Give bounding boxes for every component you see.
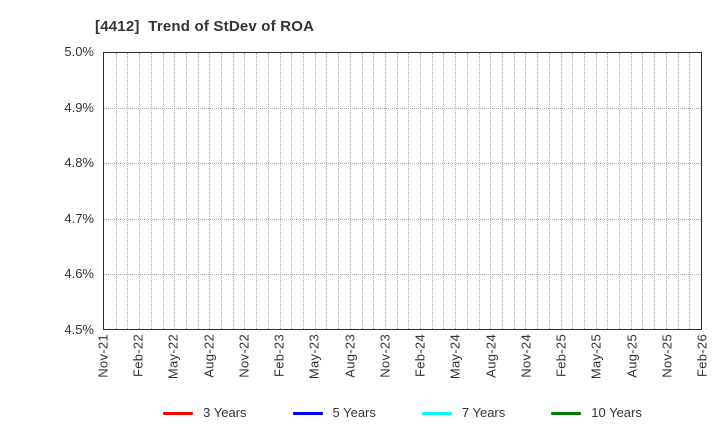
vertical-gridline (127, 53, 129, 329)
x-tick-label: May-25 (588, 334, 604, 380)
vertical-gridline (630, 53, 632, 329)
vertical-gridline (279, 53, 281, 329)
vertical-gridline (338, 53, 340, 329)
chart-title: [4412] Trend of StDev of ROA (95, 18, 315, 35)
y-tick-label: 4.7% (64, 210, 94, 226)
vertical-gridline (525, 53, 527, 329)
vertical-gridline (162, 53, 164, 329)
vertical-gridline (209, 53, 211, 329)
legend-item: 10 Years (551, 404, 642, 422)
legend-item: 5 Years (292, 404, 376, 422)
horizontal-gridline (104, 273, 701, 275)
legend-line-swatch (163, 411, 194, 415)
y-tick-label: 4.5% (64, 322, 94, 337)
vertical-gridline (373, 53, 375, 329)
vertical-gridline (466, 53, 468, 329)
vertical-gridline (560, 53, 562, 329)
x-tick-label: Nov-23 (377, 334, 393, 378)
x-tick-label: Nov-24 (518, 334, 534, 378)
x-tick-label: Nov-22 (236, 334, 252, 378)
x-tick-label: Feb-22 (130, 334, 146, 377)
legend-item: 7 Years (421, 404, 506, 422)
vertical-gridline (595, 53, 597, 329)
vertical-gridline (197, 53, 199, 329)
x-tick-label: Aug-23 (342, 334, 358, 378)
plot-area (103, 52, 702, 330)
vertical-gridline (665, 53, 667, 329)
vertical-gridline (326, 53, 328, 329)
vertical-gridline (221, 53, 223, 329)
vertical-gridline (232, 53, 234, 329)
y-tick-label: 4.8% (64, 155, 94, 171)
vertical-gridline (314, 53, 316, 329)
vertical-gridline (548, 53, 550, 329)
legend-line-swatch (421, 411, 452, 415)
vertical-gridline (642, 53, 644, 329)
legend-label: 5 Years (332, 405, 376, 420)
vertical-gridline (361, 53, 363, 329)
x-tick-label: May-23 (306, 334, 322, 380)
vertical-gridline (115, 53, 117, 329)
legend-line-swatch (292, 411, 323, 415)
vertical-gridline (174, 53, 176, 329)
vertical-gridline (572, 53, 574, 329)
vertical-gridline (443, 53, 445, 329)
x-tick-label: Aug-24 (483, 334, 499, 378)
vertical-gridline (256, 53, 258, 329)
vertical-gridline (349, 53, 351, 329)
vertical-gridline (139, 53, 141, 329)
vertical-gridline (244, 53, 246, 329)
vertical-gridline (408, 53, 410, 329)
legend-label: 3 Years (203, 405, 247, 420)
vertical-gridline (677, 53, 679, 329)
vertical-gridline (689, 53, 691, 329)
vertical-gridline (513, 53, 515, 329)
vertical-gridline (291, 53, 293, 329)
y-tick-label: 4.9% (64, 99, 94, 115)
horizontal-gridline (104, 218, 701, 220)
vertical-gridline (502, 53, 503, 329)
vertical-gridline (420, 53, 422, 329)
vertical-gridline (396, 53, 398, 329)
x-tick-label: Nov-21 (95, 334, 111, 378)
x-tick-label: May-24 (447, 334, 463, 380)
vertical-gridline (303, 53, 304, 329)
legend-item: 3 Years (163, 404, 247, 422)
y-tick-label: 4.6% (64, 266, 94, 282)
x-tick-label: Feb-26 (694, 334, 710, 377)
x-tick-label: Feb-23 (271, 334, 287, 377)
vertical-gridline (537, 53, 539, 329)
vertical-gridline (150, 53, 152, 329)
vertical-gridline (490, 53, 492, 329)
legend-label: 10 Years (591, 405, 642, 420)
x-tick-label: May-22 (165, 334, 181, 380)
x-tick-label: Nov-25 (659, 334, 675, 378)
x-tick-label: Aug-25 (624, 334, 640, 378)
vertical-gridline (607, 53, 609, 329)
vertical-gridline (185, 53, 187, 329)
horizontal-gridline (104, 163, 701, 165)
y-tick-label: 5.0% (64, 44, 94, 59)
vertical-gridline (455, 53, 457, 329)
legend: 3 Years 5 Years 7 Years 10 Years (103, 404, 702, 422)
x-tick-label: Aug-22 (201, 334, 217, 378)
legend-line-swatch (551, 411, 582, 415)
vertical-gridline (619, 53, 621, 329)
legend-label: 7 Years (461, 405, 506, 420)
vertical-gridline (478, 53, 480, 329)
x-tick-label: Feb-24 (412, 334, 428, 377)
vertical-gridline (431, 53, 433, 329)
vertical-gridline (267, 53, 269, 329)
vertical-gridline (654, 53, 656, 329)
vertical-gridline (583, 53, 585, 329)
horizontal-gridline (104, 108, 701, 110)
x-tick-label: Feb-25 (553, 334, 569, 377)
vertical-gridline (384, 53, 386, 329)
